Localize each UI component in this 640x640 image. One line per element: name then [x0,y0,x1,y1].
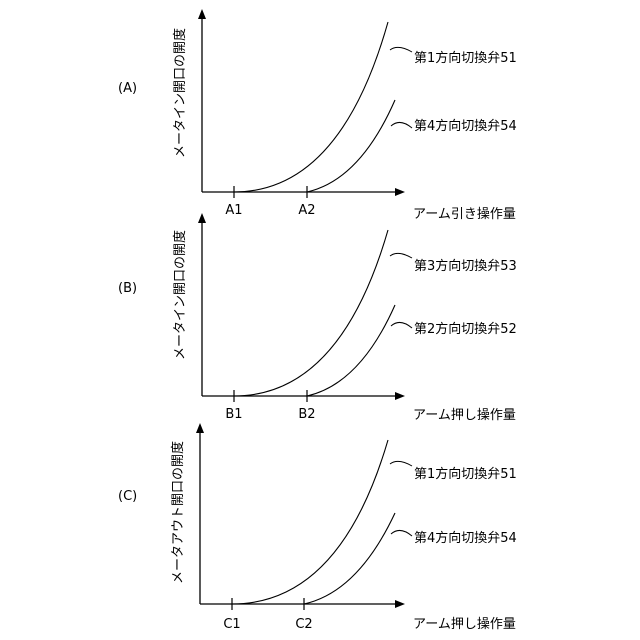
panel-a-curve-1 [234,22,388,192]
panel-b-x-label: アーム押し操作量 [413,407,516,423]
panel-c-curve-label-1: 第1方向切換弁51 [414,466,517,482]
panel-a-curve-label-2: 第4方向切換弁54 [414,118,517,134]
panel-a-tick-label-1: A1 [225,203,242,218]
panel-c-curve-1 [232,440,388,604]
panel-c-curve-2 [304,513,395,604]
panel-a-tick-label-2: A2 [298,203,315,218]
panel-c-tick-label-1: C1 [223,617,240,632]
panel-b-curve-label-1: 第3方向切換弁53 [414,258,517,274]
panel-a-leader-2 [391,122,412,128]
panel-a-curve-label-1: 第1方向切換弁51 [414,50,517,66]
panel-c-y-arrow [196,423,204,433]
panel-c-label: (C) [118,489,137,504]
panel-b-x-arrow [395,392,405,400]
panel-a: (A) A1 A2 メータイン開口の開度 アーム引き操作量 第1方向切換弁51 … [118,9,517,222]
panel-c: (C) C1 C2 メータアウト開口の開度 アーム押し操作量 第1方向切換弁51… [118,423,517,632]
panel-a-leader-1 [390,47,412,52]
panel-c-y-label: メータアウト開口の開度 [170,441,186,584]
panel-b-curve-label-2: 第2方向切換弁52 [414,321,517,337]
panel-b-y-label: メータイン開口の開度 [172,230,188,360]
panel-c-x-arrow [395,600,405,608]
panel-c-x-label: アーム押し操作量 [413,616,516,632]
panel-b-curve-1 [234,230,388,396]
panel-a-x-arrow [395,188,405,196]
panel-b-tick-label-1: B1 [225,407,242,422]
panel-c-tick-label-2: C2 [295,617,312,632]
panel-a-y-arrow [198,9,206,19]
panel-b-leader-1 [390,253,412,258]
panel-b-label: (B) [118,281,137,296]
panel-b-tick-label-2: B2 [298,407,315,422]
panel-c-leader-1 [390,461,412,466]
panel-b-curve-2 [307,305,395,396]
panel-a-x-label: アーム引き操作量 [413,206,516,222]
panel-c-leader-2 [391,530,412,536]
panel-b-y-arrow [198,213,206,223]
panel-a-label: (A) [118,81,137,96]
panel-a-y-label: メータイン開口の開度 [172,28,188,158]
panel-b: (B) B1 B2 メータイン開口の開度 アーム押し操作量 第3方向切換弁53 … [118,213,517,423]
panel-b-leader-2 [391,322,412,328]
panel-c-curve-label-2: 第4方向切換弁54 [414,530,517,546]
